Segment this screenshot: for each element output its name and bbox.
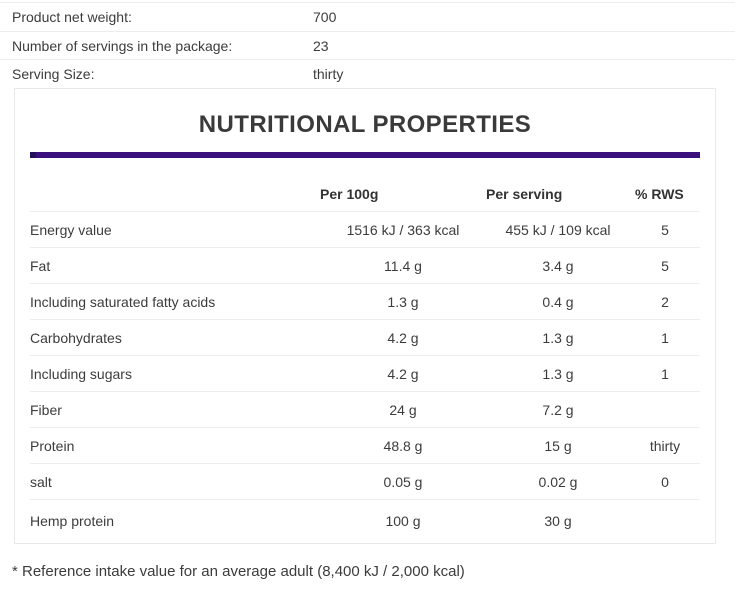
product-info-label: Serving Size:	[12, 65, 95, 82]
table-row: Carbohydrates 4.2 g 1.3 g 1	[30, 320, 700, 356]
accent-divider	[30, 152, 700, 158]
table-row: Protein 48.8 g 15 g thirty	[30, 428, 700, 464]
nutrition-panel: NUTRITIONAL PROPERTIES Per 100g Per serv…	[14, 88, 716, 544]
per-serving-value: 1.3 g	[542, 365, 574, 382]
product-info-row: Serving Size: thirty	[0, 59, 735, 87]
product-info-value: 23	[313, 37, 329, 54]
per-100g-value: 24 g	[389, 401, 417, 418]
per-serving-value: 15 g	[544, 437, 572, 454]
nutrient-name: Protein	[30, 437, 75, 454]
per-serving-value: 455 kJ / 109 kcal	[505, 221, 611, 238]
panel-title: NUTRITIONAL PROPERTIES	[198, 111, 532, 138]
table-row: salt 0.05 g 0.02 g 0	[30, 464, 700, 500]
table-header-row: Per 100g Per serving % RWS	[30, 176, 700, 212]
product-info-value: 700	[313, 9, 337, 25]
per-100g-value: 4.2 g	[387, 329, 419, 346]
per-serving-value: 0.02 g	[538, 473, 578, 490]
column-header-per-100g: Per 100g	[320, 185, 379, 202]
per-100g-value: 100 g	[385, 513, 421, 529]
rws-value: 5	[661, 221, 669, 238]
nutrient-name: Carbohydrates	[30, 329, 122, 346]
per-100g-value: 4.2 g	[387, 365, 419, 382]
table-row: Energy value 1516 kJ / 363 kcal 455 kJ /…	[30, 212, 700, 248]
nutrient-name: Including saturated fatty acids	[30, 293, 216, 310]
rws-value: 1	[661, 365, 669, 382]
per-serving-value: 7.2 g	[542, 401, 574, 418]
reference-intake-footnote: * Reference intake value for an average …	[12, 563, 465, 580]
rws-value: 0	[661, 473, 669, 490]
column-header-per-serving: Per serving	[486, 185, 563, 202]
per-100g-value: 48.8 g	[383, 437, 423, 454]
table-row: Including sugars 4.2 g 1.3 g 1	[30, 356, 700, 392]
table-row: Fat 11.4 g 3.4 g 5	[30, 248, 700, 284]
rws-value: thirty	[649, 437, 681, 454]
nutrient-name: Fat	[30, 257, 51, 274]
nutrition-table: Per 100g Per serving % RWS Energy value …	[30, 176, 700, 542]
per-serving-value: 1.3 g	[542, 329, 574, 346]
nutrient-name: Fiber	[30, 401, 62, 418]
nutrient-name: Energy value	[30, 221, 112, 238]
column-header-rws: % RWS	[635, 185, 684, 202]
table-row: Hemp protein 100 g 30 g	[30, 500, 700, 542]
product-info-label: Number of servings in the package:	[12, 37, 233, 54]
product-info-row: Number of servings in the package: 23	[0, 31, 735, 59]
product-info-label: Product net weight:	[12, 9, 132, 25]
rws-value: 1	[661, 329, 669, 346]
per-serving-value: 0.4 g	[542, 293, 574, 310]
table-row: Including saturated fatty acids 1.3 g 0.…	[30, 284, 700, 320]
product-info-value: thirty	[313, 65, 344, 82]
rws-value: 2	[661, 293, 669, 310]
per-serving-value: 3.4 g	[542, 257, 574, 274]
product-info-row: Product net weight: 700	[0, 3, 735, 31]
per-100g-value: 11.4 g	[384, 257, 422, 274]
per-100g-value: 0.05 g	[383, 473, 423, 490]
nutrient-name: Hemp protein	[30, 513, 115, 529]
per-100g-value: 1516 kJ / 363 kcal	[346, 221, 460, 238]
product-info-section: Product net weight: 700 Number of servin…	[0, 2, 735, 87]
nutrient-name: salt	[30, 473, 52, 490]
per-100g-value: 1.3 g	[387, 293, 419, 310]
rws-value: 5	[661, 257, 669, 274]
per-serving-value: 30 g	[544, 513, 572, 529]
nutrient-name: Including sugars	[30, 365, 132, 382]
table-row: Fiber 24 g 7.2 g	[30, 392, 700, 428]
